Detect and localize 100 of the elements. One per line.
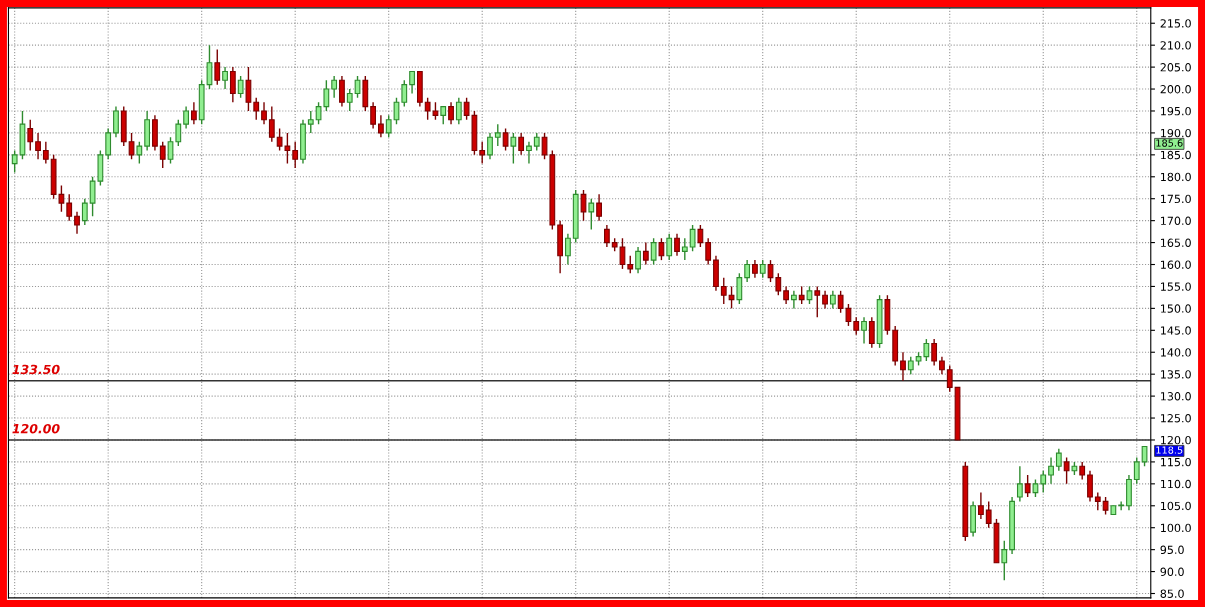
candlestick xyxy=(596,193,602,222)
y-tick-label: 85.0 xyxy=(1160,589,1184,598)
candlestick xyxy=(409,70,415,95)
y-tick-label: 215.0 xyxy=(1160,19,1191,28)
candlestick xyxy=(292,140,299,169)
candlestick xyxy=(1040,469,1047,494)
candlestick xyxy=(790,290,797,310)
candlestick xyxy=(339,75,345,108)
y-tick-label: 200.0 xyxy=(1160,85,1191,94)
candlestick xyxy=(728,285,735,310)
candlestick xyxy=(1087,469,1093,503)
candlestick xyxy=(42,140,49,165)
candlestick xyxy=(1118,500,1125,511)
candlestick xyxy=(331,75,338,99)
candlestick xyxy=(1133,456,1140,485)
candlestick xyxy=(1001,540,1008,582)
ref-line-label: 133.50 xyxy=(12,364,60,375)
candlestick xyxy=(1016,465,1023,503)
y-tick-label: 115.0 xyxy=(1161,457,1191,467)
candlestick xyxy=(1063,456,1070,485)
candlestick xyxy=(642,241,649,266)
candlestick xyxy=(214,48,221,86)
candlestick xyxy=(385,114,392,138)
candlestick xyxy=(985,500,992,529)
y-tick-label: 120.0 xyxy=(1161,435,1191,445)
candlestick xyxy=(354,75,361,99)
candlestick xyxy=(635,246,641,274)
candlestick xyxy=(658,237,665,261)
candlestick xyxy=(588,198,595,231)
candlestick xyxy=(237,75,244,99)
candlestick xyxy=(502,127,509,152)
y-tick-label: 140.0 xyxy=(1161,348,1191,357)
y-tick-label: 90.0 xyxy=(1160,567,1184,576)
y-tick-label: 95.0 xyxy=(1160,545,1184,555)
candlestick xyxy=(159,140,166,169)
candlestick xyxy=(697,224,704,248)
candlestick xyxy=(35,132,41,160)
y-tick-label: 175.0 xyxy=(1161,194,1191,204)
candlestick xyxy=(346,88,353,112)
candlestick xyxy=(74,211,80,235)
candlestick xyxy=(229,66,236,103)
candlestick xyxy=(744,259,751,283)
y-tick-label: 165.0 xyxy=(1161,238,1191,247)
candlestick xyxy=(253,97,260,121)
y-tick-label: 185.0 xyxy=(1161,150,1191,160)
candlestick xyxy=(814,285,821,318)
candlestick xyxy=(136,140,143,165)
candlestick xyxy=(861,316,867,345)
text: 185.6 xyxy=(1156,139,1183,147)
text: 118.5 xyxy=(1156,446,1183,454)
candlestick xyxy=(946,364,953,393)
candlestick xyxy=(113,105,119,138)
candlestick xyxy=(105,127,112,160)
y-tick-label: 130.0 xyxy=(1161,392,1191,401)
candlestick xyxy=(455,97,462,125)
candlestick xyxy=(1048,456,1054,485)
candlestick xyxy=(868,316,875,349)
candlestick xyxy=(190,101,197,125)
candlestick xyxy=(401,79,408,108)
candlestick xyxy=(183,105,189,130)
y-tick-label: 170.0 xyxy=(1161,216,1191,226)
y-tick-label: 210.0 xyxy=(1160,41,1191,50)
candlestick xyxy=(222,66,228,90)
y-tick-label: 195.0 xyxy=(1161,106,1191,116)
y-tick-label: 180.0 xyxy=(1161,172,1191,182)
candlestick xyxy=(674,233,680,257)
candlestick xyxy=(487,132,493,160)
candlestick xyxy=(666,233,673,261)
candlestick xyxy=(736,272,743,305)
candlestick xyxy=(370,101,377,130)
candlestick xyxy=(900,351,906,382)
y-tick-label: 155.0 xyxy=(1161,282,1191,291)
candlestick xyxy=(1141,445,1148,467)
candlestick xyxy=(268,105,275,143)
candlestick xyxy=(245,66,252,112)
y-tick-label: 110.0 xyxy=(1161,479,1191,489)
candlestick xyxy=(81,198,88,226)
candlestick xyxy=(650,237,657,266)
candlestick xyxy=(378,114,384,138)
y-tick-label: 205.0 xyxy=(1160,63,1191,72)
candlestick xyxy=(689,224,696,253)
y-tick-label: 125.0 xyxy=(1161,414,1191,423)
candlestick xyxy=(510,132,517,165)
y-tick-label: 100.0 xyxy=(1161,523,1191,533)
candlestick xyxy=(603,224,610,248)
candlestick xyxy=(261,101,267,125)
candlestick xyxy=(307,110,314,134)
y-tick-label: 150.0 xyxy=(1161,304,1191,313)
candlestick xyxy=(27,119,34,152)
candlestick xyxy=(128,132,135,160)
ref-line-label: 120.00 xyxy=(12,423,60,434)
candlestick xyxy=(66,193,73,222)
candlestick xyxy=(518,132,525,156)
y-tick-label: 190.0 xyxy=(1161,128,1191,138)
candlestick xyxy=(1055,448,1062,472)
y-tick-label: 145.0 xyxy=(1161,326,1191,335)
candlestick xyxy=(705,237,712,266)
candlestick xyxy=(494,123,501,147)
candlestick xyxy=(978,491,984,520)
candlestick xyxy=(1024,474,1031,498)
